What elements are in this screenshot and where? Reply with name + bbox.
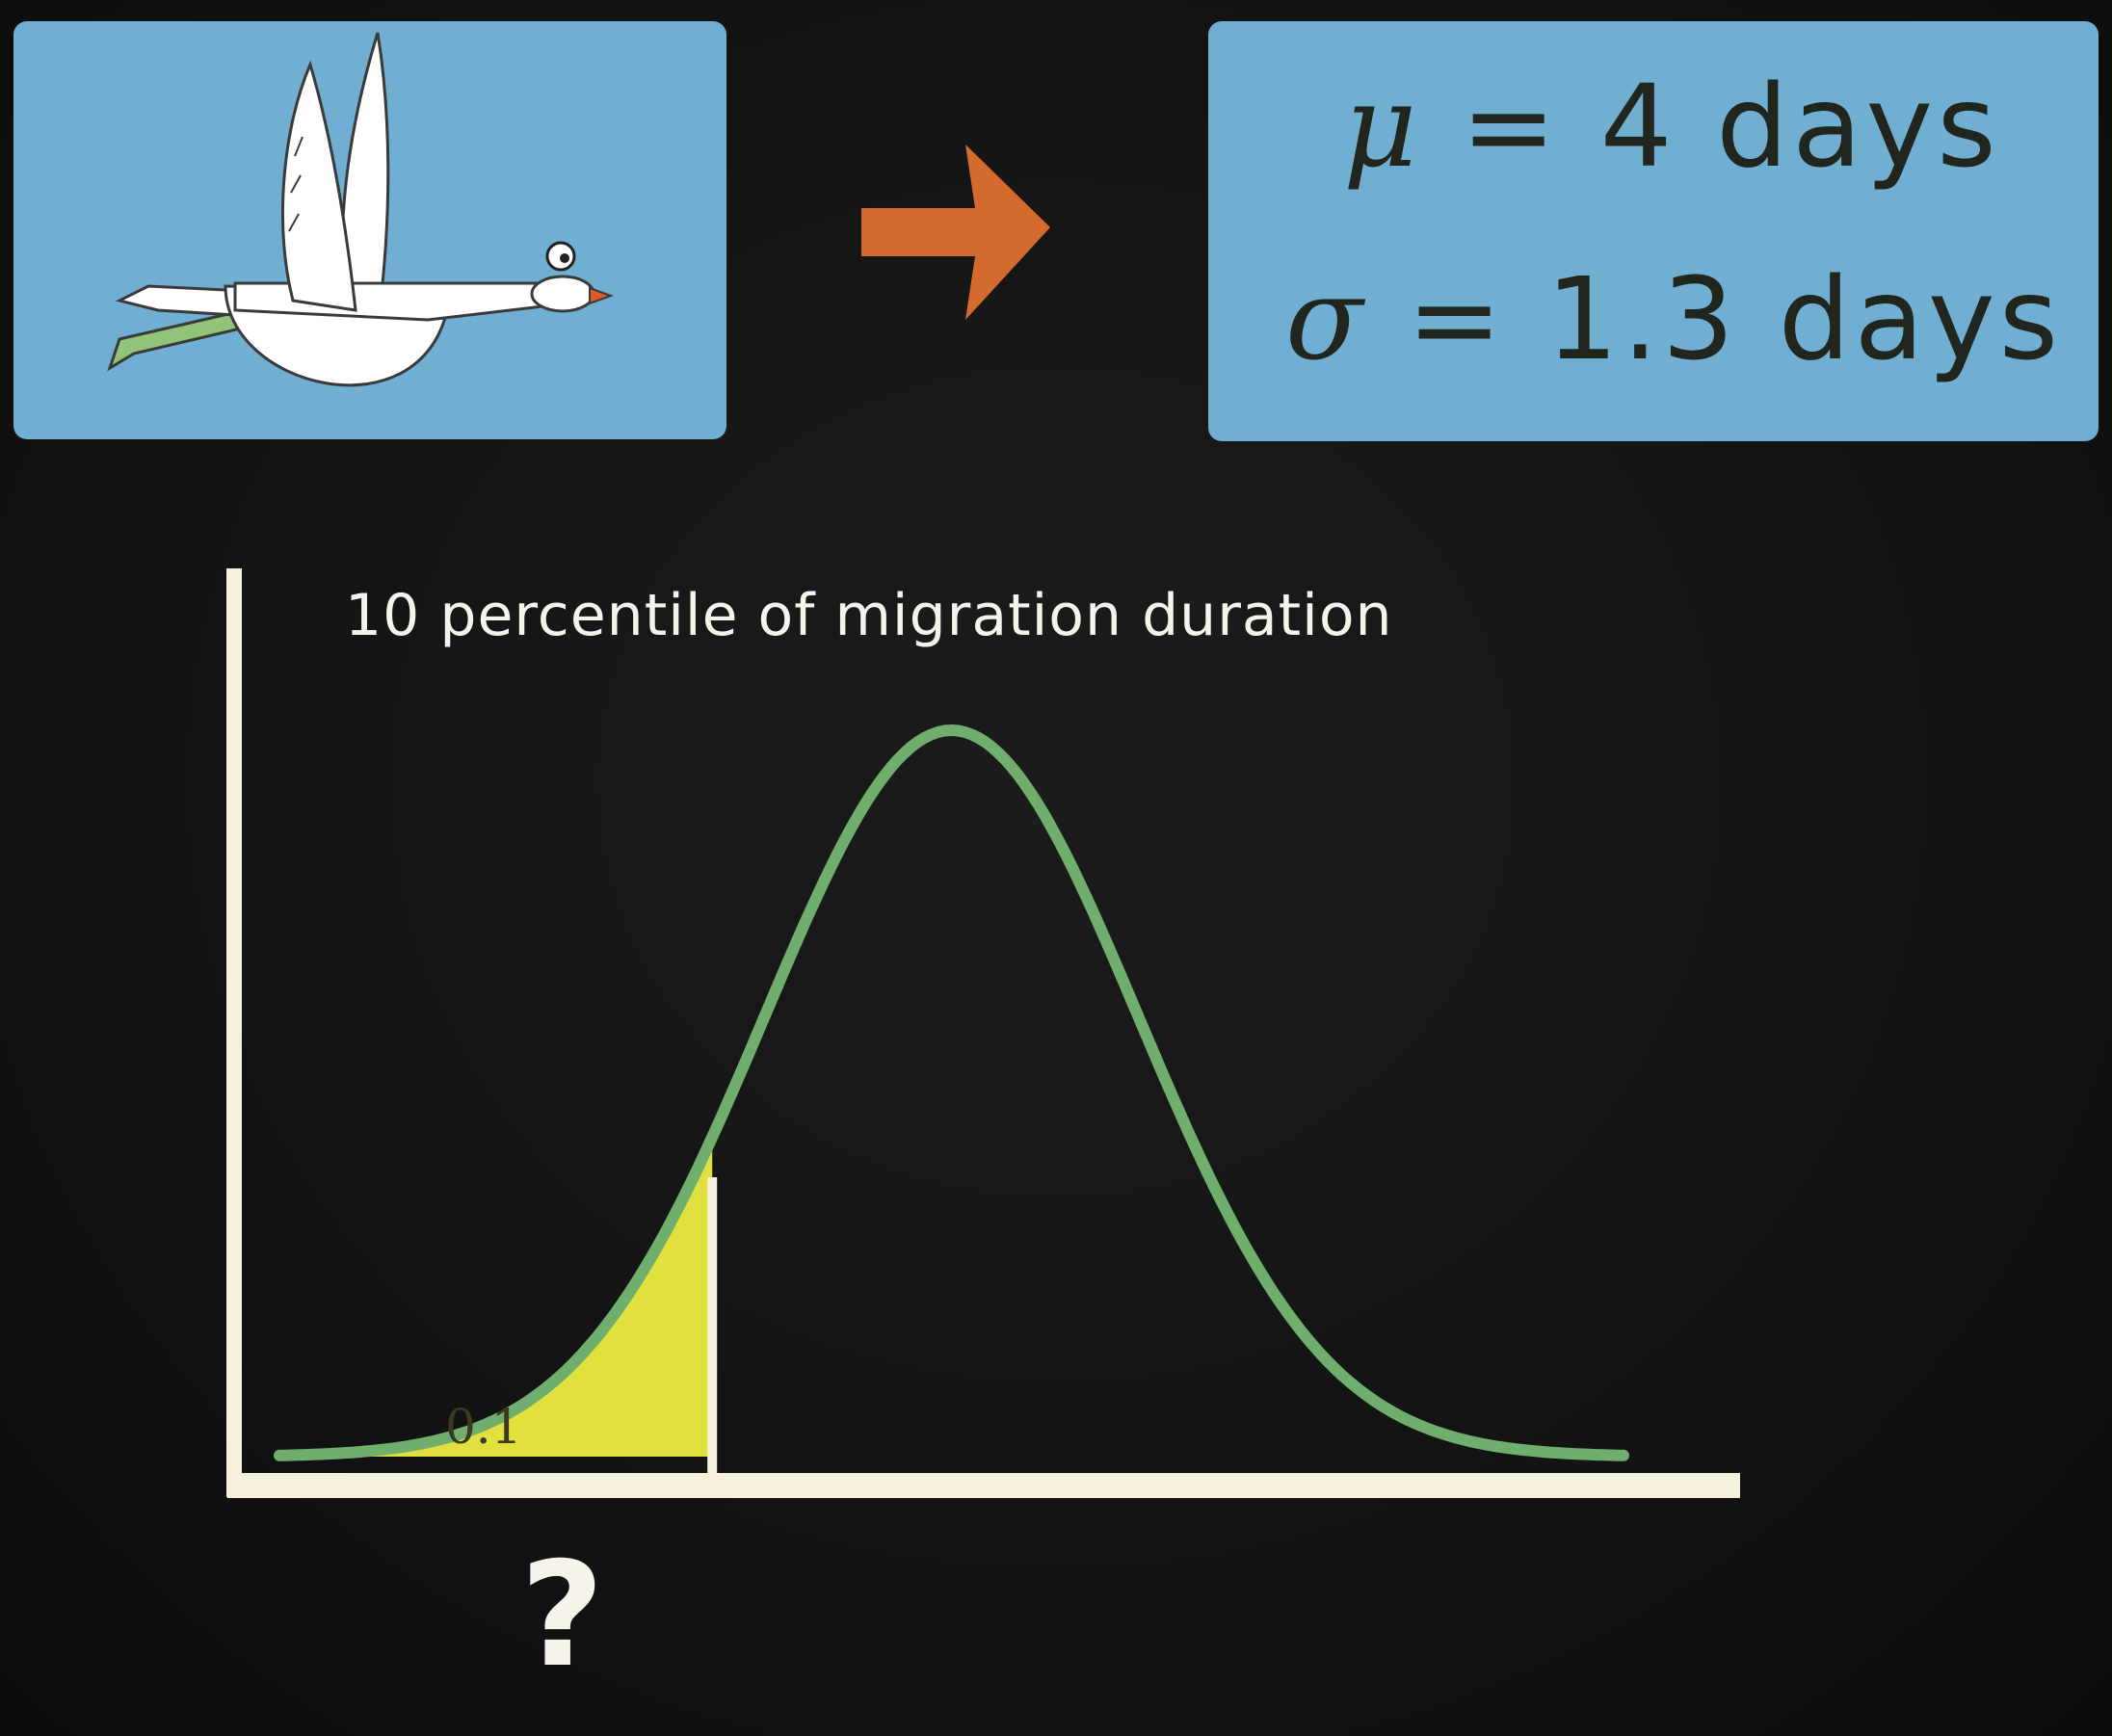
shaded-tail-area — [279, 1137, 713, 1457]
sigma-symbol: σ — [1285, 252, 1367, 385]
density-curve — [274, 723, 1629, 1461]
goose-front-wing — [281, 60, 357, 312]
mean-parameter: μ = 4 days — [1343, 60, 2000, 193]
unknown-cutoff-marker: ? — [520, 1532, 605, 1699]
mu-value: = 4 days — [1461, 60, 2000, 193]
sd-parameter: σ = 1.3 days — [1285, 252, 2062, 385]
area-label: 0.1 — [445, 1399, 522, 1455]
arrow-right-icon — [861, 145, 1050, 320]
chart-title: 10 percentile of migration duration — [345, 582, 1393, 649]
parameters-panel: μ = 4 days σ = 1.3 days — [1208, 21, 2099, 441]
mu-symbol: μ — [1343, 60, 1421, 193]
goose-illustration — [107, 32, 614, 387]
sigma-value: = 1.3 days — [1407, 252, 2063, 385]
goose-beak — [589, 286, 614, 305]
bird-panel — [13, 21, 726, 439]
